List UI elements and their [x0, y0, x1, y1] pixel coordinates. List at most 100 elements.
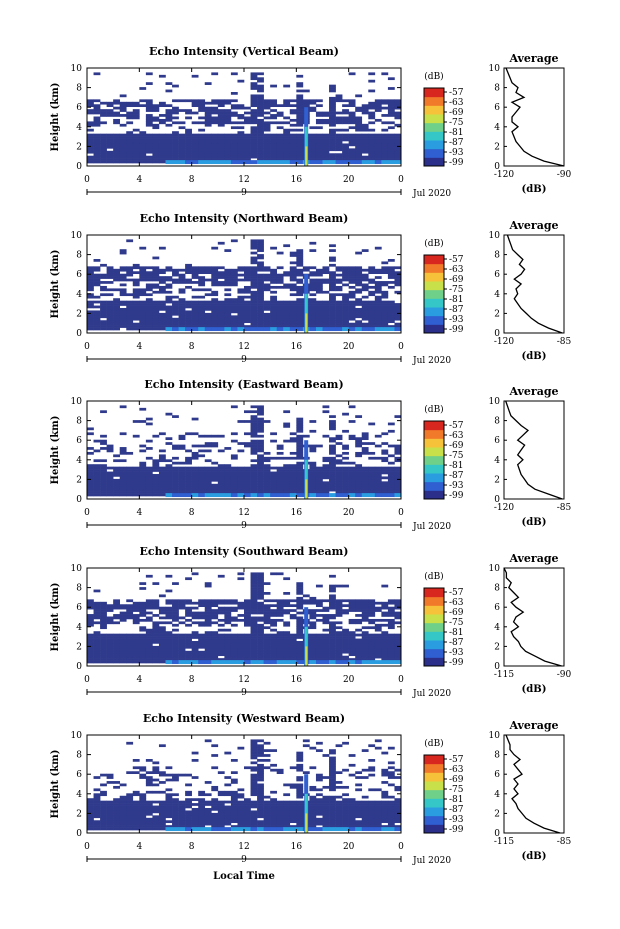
echo-cell — [257, 754, 264, 757]
echo-cell — [178, 158, 186, 161]
echo-cell — [381, 106, 389, 110]
echo-cell — [381, 623, 389, 627]
echo-cell — [106, 827, 114, 831]
echo-cell — [152, 638, 160, 642]
echo-cell — [158, 653, 166, 657]
colorbar-segment — [424, 490, 444, 500]
echo-cell — [106, 817, 114, 821]
echo-cell — [250, 128, 258, 132]
echo-cell — [348, 420, 356, 423]
echo-cell — [322, 136, 330, 139]
echo-cell — [224, 599, 232, 603]
echo-cell — [250, 459, 258, 463]
echo-cell — [270, 158, 278, 161]
echo-cell — [126, 820, 134, 824]
echo-cell — [204, 614, 212, 617]
echo-cell — [204, 815, 212, 819]
echo-cell — [263, 273, 271, 277]
echo-cell — [289, 604, 297, 608]
echo-cell — [270, 800, 278, 804]
echo-cell — [394, 601, 402, 605]
echo-cell — [119, 312, 127, 316]
echo-cell — [296, 592, 304, 595]
echo-cell — [152, 315, 160, 319]
echo-cell — [119, 810, 127, 814]
echo-cell — [283, 820, 291, 824]
echo-cell — [139, 808, 147, 811]
echo-cell — [152, 768, 160, 772]
ground-echo-cell — [348, 493, 356, 498]
echo-cell — [257, 604, 264, 608]
echo-cell — [152, 145, 160, 149]
ground-echo-cell — [296, 327, 304, 332]
echo-cell — [230, 310, 238, 314]
echo-cell — [296, 145, 304, 149]
echo-cell — [329, 271, 336, 275]
echo-cell — [315, 141, 323, 144]
echo-cell — [276, 447, 284, 450]
echo-cell — [368, 650, 376, 654]
echo-cell — [158, 493, 166, 497]
echo-cell — [355, 483, 363, 487]
echo-cell — [113, 599, 121, 603]
echo-cell — [250, 315, 258, 319]
echo-cell — [348, 633, 356, 637]
colorbar-tick-label: -93 — [449, 481, 464, 491]
echo-cell — [165, 325, 173, 328]
echo-cell — [283, 817, 291, 821]
echo-cell — [315, 601, 323, 605]
echo-cell — [342, 153, 349, 157]
echo-cell — [244, 604, 251, 608]
echo-cell — [276, 803, 284, 806]
echo-cell — [250, 744, 258, 748]
echo-cell — [368, 466, 376, 470]
heatmap-cells — [87, 239, 402, 333]
echo-cell — [217, 469, 225, 472]
echo-cell — [126, 136, 134, 139]
echo-cell — [387, 444, 395, 448]
echo-cell — [329, 645, 336, 649]
echo-cell — [342, 636, 349, 639]
echo-cell — [355, 109, 363, 112]
echo-cell — [132, 155, 140, 159]
echo-cell — [381, 491, 389, 494]
ground-echo-cell — [342, 493, 349, 498]
echo-cell — [315, 148, 323, 152]
echo-cell — [355, 298, 363, 301]
echo-cell — [100, 626, 107, 630]
echo-cell — [191, 295, 199, 299]
echo-cell — [224, 751, 232, 755]
day-label: 9 — [241, 521, 247, 531]
echo-cell — [355, 439, 363, 443]
echo-cell — [368, 478, 376, 482]
echo-cell — [139, 461, 147, 465]
echo-cell — [165, 788, 173, 792]
echo-cell — [329, 121, 336, 125]
echo-cell — [309, 447, 317, 450]
echo-cell — [309, 145, 317, 149]
echo-cell — [329, 633, 336, 637]
echo-cell — [257, 312, 264, 316]
echo-cell — [355, 658, 363, 661]
echo-cell — [211, 312, 219, 316]
ground-echo-cell — [315, 660, 323, 665]
echo-cell — [132, 290, 140, 294]
echo-cell — [119, 150, 127, 154]
echo-cell — [93, 805, 101, 809]
echo-cell — [191, 133, 199, 137]
echo-cell — [132, 288, 140, 292]
ground-echo-cell — [329, 160, 336, 165]
echo-cell — [296, 74, 304, 78]
echo-cell — [315, 478, 323, 482]
echo-cell — [315, 614, 323, 617]
echo-cell — [132, 283, 140, 287]
x-tick-label: 12 — [238, 342, 249, 352]
echo-cell — [335, 310, 343, 314]
echo-cell — [185, 461, 192, 465]
echo-cell — [152, 276, 160, 279]
echo-cell — [257, 650, 264, 654]
echo-cell — [263, 104, 271, 108]
echo-cell — [152, 636, 160, 639]
echo-cell — [100, 101, 107, 105]
echo-cell — [289, 466, 297, 470]
